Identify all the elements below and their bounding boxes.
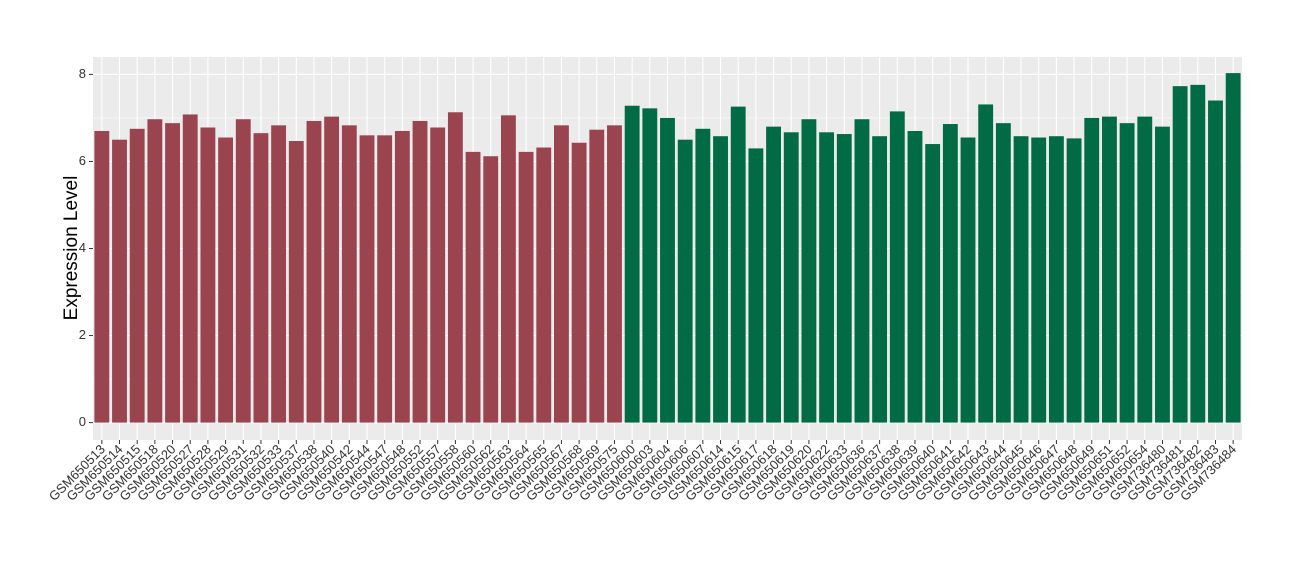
bar <box>624 105 640 423</box>
bar <box>200 127 216 423</box>
bar <box>341 125 357 423</box>
y-tick-label: 4 <box>79 240 86 255</box>
bar <box>359 135 375 423</box>
bar <box>995 123 1011 423</box>
bar <box>677 139 693 423</box>
bar <box>925 144 941 423</box>
bar <box>1084 117 1100 423</box>
bar <box>253 133 269 423</box>
bar <box>607 125 622 423</box>
bar <box>836 134 852 423</box>
bar <box>129 128 145 423</box>
bar <box>147 119 163 423</box>
bar <box>730 106 746 423</box>
bar <box>1208 100 1223 423</box>
bar <box>872 136 888 423</box>
y-tick-label: 2 <box>79 327 86 342</box>
bar <box>306 120 322 423</box>
bar <box>1155 126 1170 423</box>
bar <box>1119 123 1135 423</box>
bar <box>1101 116 1117 423</box>
bar <box>748 148 764 423</box>
bar <box>271 125 287 423</box>
bar <box>554 125 569 423</box>
bar <box>235 119 251 423</box>
bar <box>447 112 463 423</box>
bar <box>182 114 198 423</box>
bar <box>960 137 976 423</box>
bar <box>94 130 110 423</box>
y-axis-label: Expression Level <box>61 176 82 321</box>
bar <box>1048 136 1064 423</box>
bar <box>394 130 410 423</box>
bar <box>642 108 658 423</box>
bar <box>801 119 817 423</box>
bar <box>377 135 393 423</box>
bar <box>819 132 835 423</box>
bar <box>1190 84 1206 423</box>
bar <box>218 137 234 423</box>
bar <box>483 156 499 423</box>
bar <box>324 116 340 423</box>
bar <box>766 126 781 423</box>
bar <box>942 124 958 423</box>
bar <box>500 115 516 423</box>
bar <box>112 139 127 423</box>
bar <box>783 132 799 423</box>
bar <box>1013 136 1029 423</box>
bar <box>907 130 923 423</box>
bar <box>430 127 446 423</box>
bar <box>713 136 728 423</box>
bar <box>571 142 587 423</box>
bar <box>288 140 304 423</box>
y-tick-label: 6 <box>79 153 86 168</box>
bar <box>1031 137 1047 423</box>
bar <box>660 117 675 423</box>
bar <box>518 151 534 423</box>
bar <box>1137 116 1153 423</box>
bar <box>1225 73 1241 423</box>
y-tick-label: 0 <box>79 414 86 429</box>
bar <box>695 128 711 423</box>
bar <box>1172 86 1188 423</box>
bar <box>465 151 481 423</box>
bar <box>536 147 552 423</box>
bar <box>889 111 905 423</box>
bar <box>978 104 994 423</box>
bar <box>412 120 428 423</box>
bar <box>1066 138 1082 423</box>
bar <box>854 119 870 423</box>
bar <box>165 123 180 423</box>
bar <box>589 129 605 423</box>
y-tick-label: 8 <box>79 66 86 81</box>
